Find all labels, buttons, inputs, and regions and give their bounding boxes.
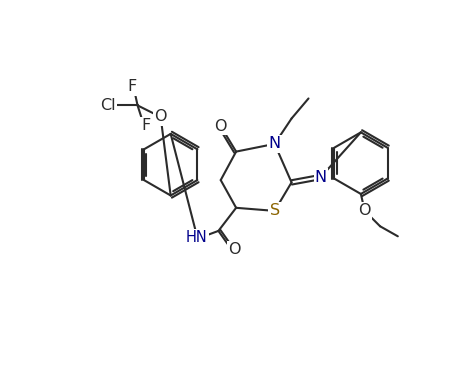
Text: O: O [228, 242, 241, 257]
Text: O: O [215, 119, 227, 134]
Text: N: N [315, 169, 327, 185]
Text: F: F [142, 118, 151, 133]
Text: N: N [268, 137, 281, 151]
Text: O: O [154, 110, 167, 124]
Text: Cl: Cl [101, 98, 116, 113]
Text: O: O [359, 203, 371, 218]
Text: F: F [128, 80, 137, 95]
Text: S: S [269, 203, 280, 218]
Text: HN: HN [186, 230, 208, 245]
